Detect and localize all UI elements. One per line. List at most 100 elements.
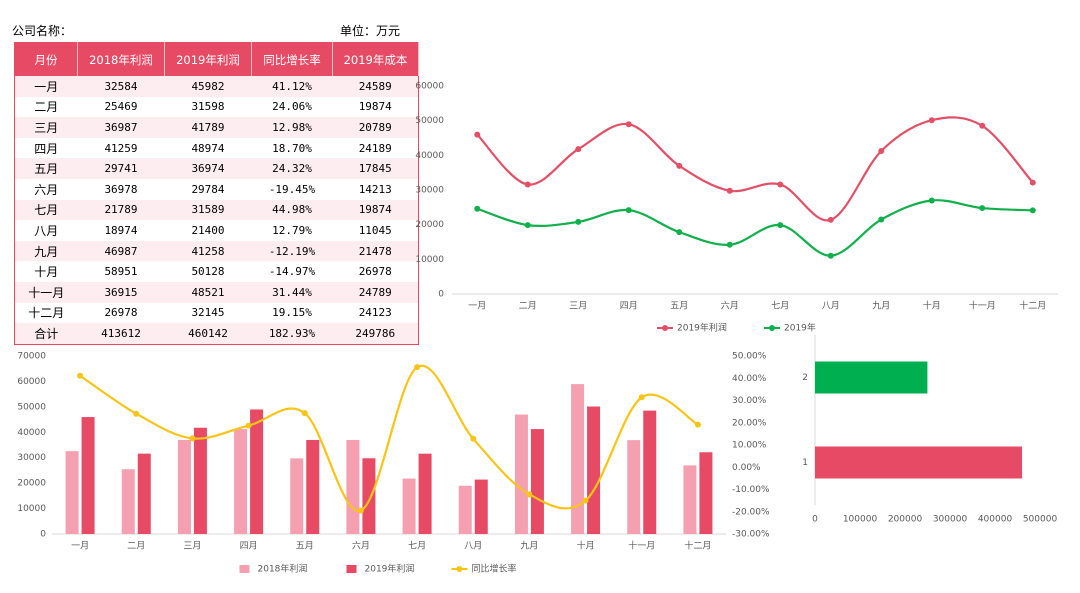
x-tick-label: 七月	[408, 541, 426, 552]
point	[575, 218, 582, 225]
y2-tick-label: 30.00%	[732, 396, 767, 406]
y-tick-label: 40000	[17, 428, 46, 438]
table-cell: 24.32%	[251, 158, 333, 179]
point	[524, 222, 531, 229]
y2-tick-label: 20.00%	[732, 418, 767, 428]
table-cell: -14.97%	[268, 265, 316, 279]
table-row: 十月 58951 50128 -14.97% 26978	[15, 261, 419, 282]
x-tick-label: 0	[812, 515, 818, 525]
table-cell: 七月	[14, 199, 78, 221]
table-cell: 11045	[358, 223, 392, 237]
table-cell: 18.70%	[272, 141, 312, 155]
x-tick-label: 六月	[352, 540, 370, 552]
y-tick-label: 20000	[17, 479, 46, 489]
y2-tick-label: 50.00%	[732, 352, 767, 362]
table-cell: 二月	[34, 100, 59, 115]
table-row: 五月 29741 36974 24.32% 17845	[14, 158, 419, 179]
x-tick-label: 十一月	[628, 540, 655, 552]
bar	[290, 458, 304, 534]
point	[928, 197, 935, 204]
column-header: 2019年利润	[164, 42, 252, 76]
table-cell: 24589	[332, 76, 419, 97]
legend-label: 2019年利润	[677, 322, 727, 334]
table-cell: 41.12%	[251, 76, 333, 97]
x-tick-label: 九月	[872, 301, 890, 312]
table-cell: 45982	[164, 76, 252, 97]
series-line	[476, 199, 1033, 257]
point	[582, 497, 589, 504]
table-cell: 四月	[34, 141, 59, 156]
legend-label: 2019年利润	[365, 563, 415, 575]
y-tick-label: 70000	[17, 352, 46, 362]
bar	[643, 410, 657, 534]
bar	[177, 439, 191, 534]
point	[676, 162, 683, 169]
y-tick-label: 60000	[17, 377, 46, 387]
table-row: 八月 18974 21400 12.79% 11045	[15, 220, 419, 241]
table-cell: 25469	[104, 100, 138, 114]
point	[133, 410, 140, 417]
point	[625, 207, 632, 214]
point	[474, 131, 481, 138]
y-tick-label: 40000	[415, 151, 444, 161]
table-cell: 58951	[104, 265, 138, 279]
point	[474, 205, 481, 212]
y-tick-label: 0	[438, 290, 444, 300]
point	[878, 216, 885, 223]
table-cell: 32145	[191, 306, 225, 320]
table-cell: 十二月	[28, 306, 65, 321]
y2-tick-label: 40.00%	[732, 374, 767, 384]
y-tick-label: 10000	[415, 255, 444, 265]
column-header: 2019年成本	[332, 42, 419, 76]
x-tick-label: 七月	[771, 301, 789, 312]
table-cell: 十月	[34, 265, 59, 280]
bar	[121, 469, 135, 534]
unit-label: 单位：万元	[340, 24, 401, 38]
y2-tick-label: -10.00%	[732, 485, 770, 495]
table-cell: 24789	[332, 281, 419, 303]
y2-tick-label: -30.00%	[732, 530, 770, 540]
y-tick-label: 0	[40, 530, 46, 540]
table-row: 二月 25469 31598 24.06% 19874	[15, 97, 419, 118]
table-cell: 31598	[191, 100, 225, 114]
table-cell: 12.79%	[272, 223, 312, 237]
point	[301, 410, 308, 417]
company-label: 公司名称：	[12, 24, 73, 38]
bar	[474, 479, 488, 534]
legend-swatch	[239, 565, 250, 573]
bar	[346, 439, 360, 534]
bar	[699, 452, 713, 534]
table-cell: -12.19%	[251, 240, 333, 262]
table-cell: 41258	[164, 240, 252, 262]
table-cell: 合计	[14, 323, 78, 345]
x-tick-label: 四月	[620, 301, 638, 312]
y-tick-label: 10000	[17, 504, 46, 514]
legend-label: 2018年利润	[258, 563, 308, 575]
y-tick-label: 50000	[17, 402, 46, 412]
table-cell: 32584	[77, 76, 165, 97]
point	[694, 421, 701, 428]
point	[526, 491, 533, 498]
point	[676, 229, 683, 236]
bar	[250, 409, 264, 534]
x-tick-label: 五月	[670, 301, 688, 312]
x-tick-label: 五月	[296, 541, 314, 552]
column-header: 同比增长率	[251, 42, 333, 76]
point	[524, 181, 531, 188]
table-cell: 36974	[164, 158, 252, 179]
y-tick-label: 2	[802, 373, 808, 383]
table-cell: 249786	[332, 323, 419, 345]
point	[827, 252, 834, 259]
bar	[458, 485, 472, 534]
x-tick-label: 九月	[520, 541, 538, 552]
table-cell: 26978	[104, 306, 138, 320]
table-cell: 26978	[358, 265, 392, 279]
point	[414, 364, 421, 371]
table-row: 十一月 36915 48521 31.44% 24789	[14, 281, 419, 303]
bar	[587, 406, 601, 534]
x-tick-label: 300000	[933, 515, 968, 525]
series-line	[476, 116, 1034, 222]
header-row: 月份 2018年利润 2019年利润 同比增长率 2019年成本	[14, 42, 419, 76]
table-cell: 21789	[77, 199, 165, 221]
